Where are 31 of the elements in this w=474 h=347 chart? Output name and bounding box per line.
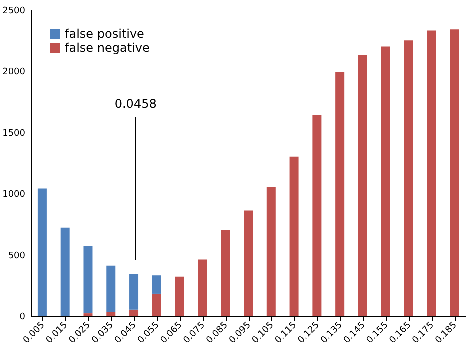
bar bbox=[130, 310, 139, 316]
bar bbox=[312, 115, 322, 316]
legend-label: false positive bbox=[65, 27, 144, 41]
bar bbox=[266, 187, 276, 316]
bar bbox=[358, 55, 368, 316]
bar bbox=[336, 72, 345, 316]
bar bbox=[106, 312, 116, 316]
bar bbox=[290, 156, 299, 316]
y-tick-label: 500 bbox=[8, 251, 26, 262]
y-tick-label: 1000 bbox=[2, 190, 26, 200]
bar bbox=[450, 30, 460, 316]
ref-line-label: 0.0458 bbox=[114, 97, 157, 111]
bar bbox=[404, 40, 414, 316]
bar bbox=[130, 274, 139, 310]
bar bbox=[152, 294, 162, 316]
bar bbox=[221, 230, 230, 316]
bar bbox=[84, 246, 93, 314]
bar bbox=[427, 30, 436, 316]
y-tick-label: 1500 bbox=[2, 128, 26, 139]
bar bbox=[381, 46, 390, 316]
bar bbox=[244, 210, 253, 316]
y-tick-label: 2500 bbox=[2, 6, 26, 16]
y-tick-label: 2000 bbox=[2, 68, 26, 78]
bar bbox=[175, 276, 184, 316]
bar bbox=[152, 276, 162, 294]
legend-label: false negative bbox=[65, 41, 150, 55]
bar bbox=[198, 260, 208, 316]
y-tick-label: 0 bbox=[20, 312, 26, 322]
bar bbox=[106, 266, 116, 312]
bar bbox=[38, 188, 47, 316]
bar bbox=[60, 228, 70, 316]
